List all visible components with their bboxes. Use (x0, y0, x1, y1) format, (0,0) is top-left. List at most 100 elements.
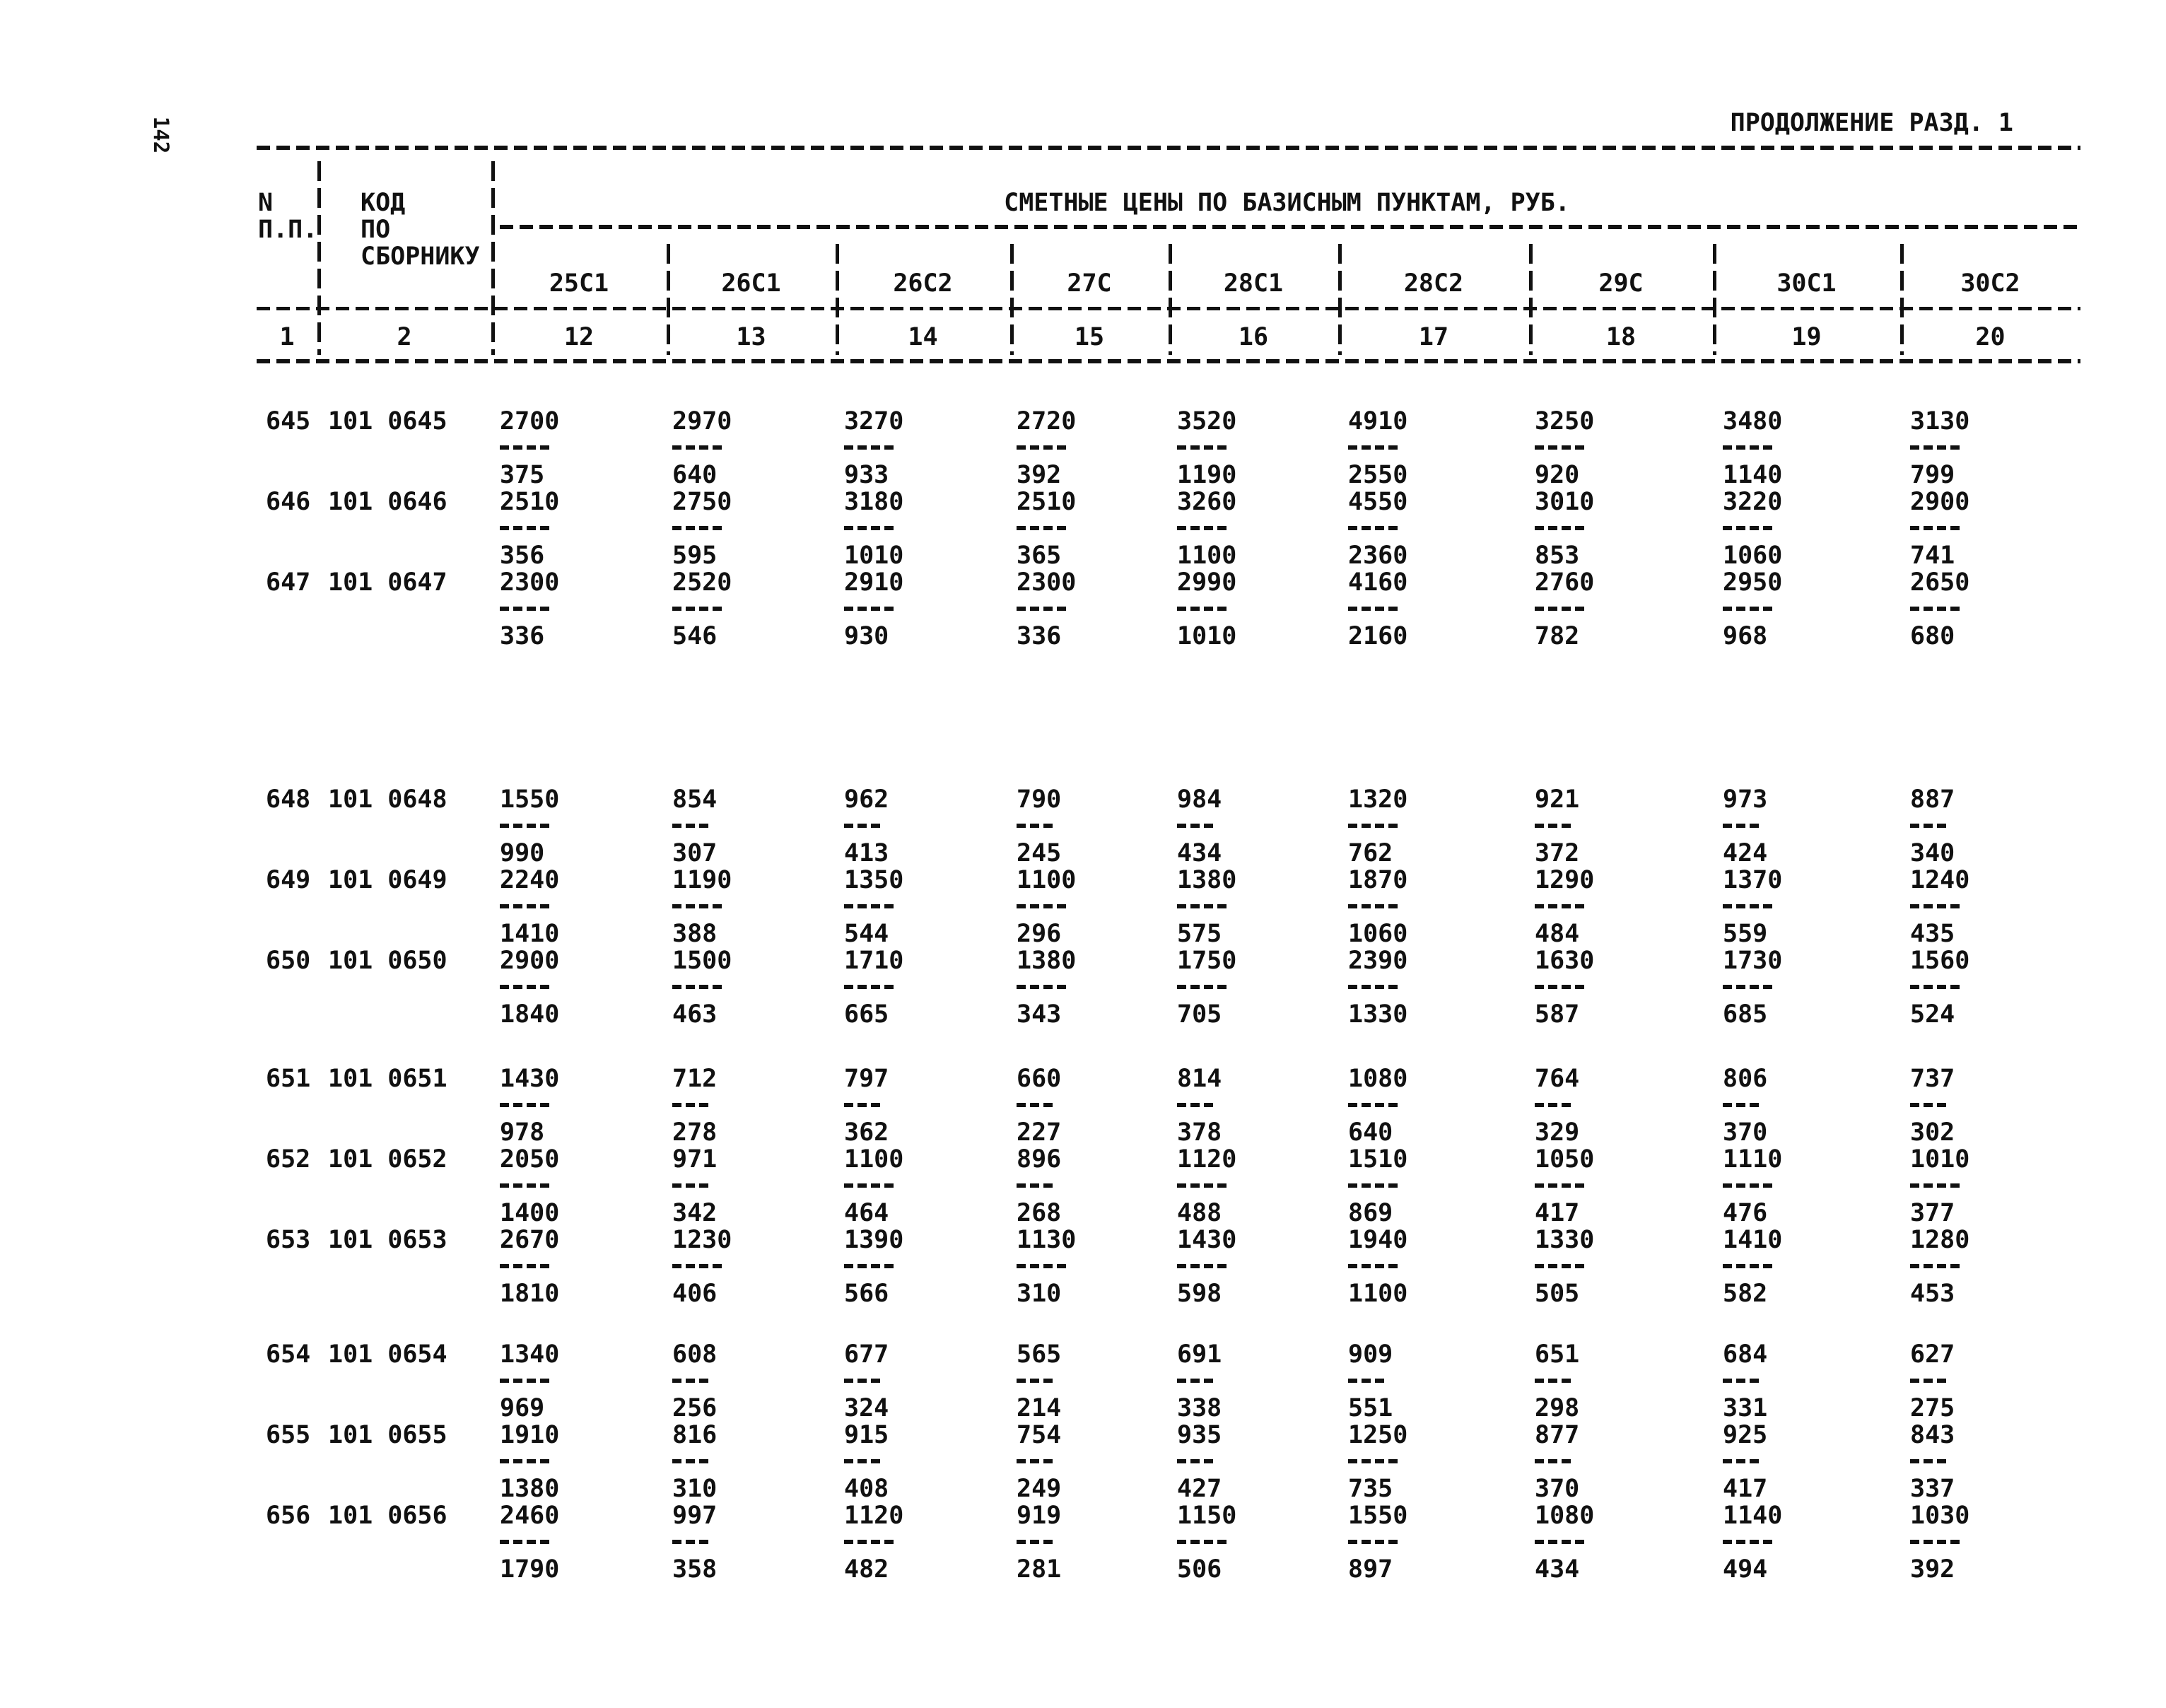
fraction-bar (1723, 1540, 1772, 1544)
fraction-bar (844, 1540, 894, 1544)
row-code: 101 0652 (328, 1145, 447, 1174)
column-number: 1 (279, 323, 295, 351)
price-numerator: 3260 (1177, 488, 1237, 516)
price-numerator: 1510 (1348, 1145, 1408, 1174)
price-numerator: 797 (844, 1065, 889, 1093)
price-numerator: 1430 (1177, 1226, 1237, 1254)
price-numerator: 3220 (1723, 488, 1783, 516)
price-denominator: 408 (844, 1475, 889, 1503)
fraction-bar (1017, 985, 1066, 989)
price-denominator: 417 (1723, 1475, 1768, 1503)
price-numerator: 1370 (1723, 866, 1783, 894)
fraction-bar (1348, 526, 1398, 530)
price-denominator: 920 (1535, 461, 1580, 489)
fraction-bar (1177, 1264, 1227, 1268)
fraction-bar (1723, 1459, 1759, 1463)
fraction-bar (672, 1103, 708, 1107)
price-denominator: 484 (1535, 920, 1580, 948)
fraction-bar (1017, 1183, 1053, 1188)
price-denominator: 1380 (500, 1475, 560, 1503)
price-numerator: 935 (1177, 1421, 1222, 1449)
price-numerator: 1080 (1535, 1502, 1595, 1530)
header-column-divider (1010, 244, 1014, 355)
price-numerator: 2760 (1535, 568, 1595, 597)
price-numerator: 1730 (1723, 947, 1783, 975)
col2-header-line2: ПО (361, 216, 391, 244)
fraction-bar (1348, 1379, 1384, 1383)
price-numerator: 1870 (1348, 866, 1408, 894)
price-denominator: 296 (1017, 920, 1062, 948)
price-numerator: 691 (1177, 1340, 1222, 1369)
column-number: 12 (563, 323, 595, 351)
price-denominator: 275 (1910, 1394, 1955, 1422)
fraction-bar (672, 985, 722, 989)
fraction-bar (1177, 445, 1227, 450)
price-numerator: 1150 (1177, 1502, 1237, 1530)
price-denominator: 640 (672, 461, 718, 489)
price-denominator: 705 (1177, 1000, 1222, 1029)
price-numerator: 2050 (500, 1145, 560, 1174)
fraction-bar (1535, 1264, 1584, 1268)
fraction-bar (1910, 1103, 1946, 1107)
price-denominator: 799 (1910, 461, 1955, 489)
price-numerator: 4910 (1348, 407, 1408, 435)
price-denominator: 302 (1910, 1118, 1955, 1147)
price-numerator: 2750 (672, 488, 732, 516)
price-numerator: 1330 (1535, 1226, 1595, 1254)
fraction-bar (1017, 1459, 1053, 1463)
base-point-label: 26С2 (893, 269, 953, 298)
price-denominator: 969 (500, 1394, 545, 1422)
price-denominator: 392 (1017, 461, 1062, 489)
price-denominator: 897 (1348, 1555, 1393, 1584)
price-numerator: 790 (1017, 785, 1062, 814)
price-denominator: 417 (1535, 1199, 1580, 1227)
price-numerator: 3180 (844, 488, 904, 516)
fraction-bar (1177, 824, 1213, 828)
price-denominator: 1010 (844, 542, 904, 570)
fraction-bar (1017, 526, 1066, 530)
price-numerator: 2300 (500, 568, 560, 597)
row-code: 101 0645 (328, 407, 447, 435)
price-denominator: 2550 (1348, 461, 1408, 489)
price-denominator: 370 (1535, 1475, 1580, 1503)
page-number: 142 (149, 116, 173, 154)
column-number: 18 (1605, 323, 1637, 351)
fraction-bar (672, 904, 722, 908)
price-numerator: 684 (1723, 1340, 1768, 1369)
price-denominator: 413 (844, 839, 889, 867)
price-numerator: 919 (1017, 1502, 1062, 1530)
fraction-bar (1177, 1459, 1213, 1463)
fraction-bar (500, 985, 549, 989)
price-denominator: 388 (672, 920, 718, 948)
price-denominator: 741 (1910, 542, 1955, 570)
fraction-bar (500, 607, 549, 611)
fraction-bar (844, 1103, 880, 1107)
price-denominator: 463 (672, 1000, 718, 1029)
price-denominator: 1060 (1723, 542, 1783, 570)
fraction-bar (1535, 1103, 1571, 1107)
price-numerator: 1910 (500, 1421, 560, 1449)
price-denominator: 392 (1910, 1555, 1955, 1584)
price-denominator: 358 (672, 1555, 718, 1584)
header-bottom-border (257, 359, 2080, 363)
price-numerator: 2240 (500, 866, 560, 894)
price-denominator: 546 (672, 622, 718, 650)
fraction-bar (672, 824, 708, 828)
row-number: 653 (266, 1226, 311, 1254)
fraction-bar (1535, 985, 1584, 989)
price-denominator: 968 (1723, 622, 1768, 650)
fraction-bar (1535, 1183, 1584, 1188)
fraction-bar (500, 1459, 549, 1463)
base-point-label: 29С (1598, 269, 1644, 298)
fraction-bar (1017, 607, 1066, 611)
base-point-label: 30С1 (1776, 269, 1837, 298)
price-numerator: 816 (672, 1421, 718, 1449)
price-denominator: 587 (1535, 1000, 1580, 1029)
price-denominator: 735 (1348, 1475, 1393, 1503)
price-numerator: 2900 (1910, 488, 1970, 516)
price-denominator: 506 (1177, 1555, 1222, 1584)
base-point-label: 27С (1067, 269, 1112, 298)
fraction-bar (1723, 445, 1772, 450)
price-numerator: 1290 (1535, 866, 1595, 894)
